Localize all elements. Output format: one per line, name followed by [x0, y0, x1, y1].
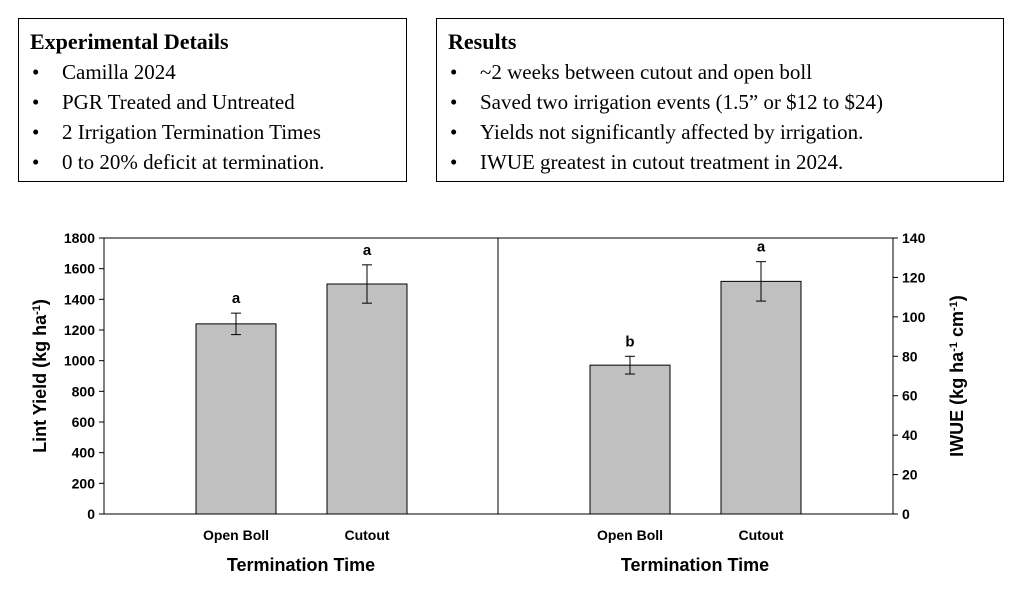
details-item-3: 2 Irrigation Termination Times: [62, 120, 321, 144]
bar: [195, 323, 277, 515]
y-tick-label: 800: [72, 383, 96, 399]
x-axis-title: Termination Time: [621, 555, 769, 575]
list-item: • Camilla 2024: [30, 57, 406, 87]
y-axis-title-text: ): [947, 295, 967, 301]
results-list: • ~2 weeks between cutout and open boll •…: [448, 57, 1003, 177]
bullet-icon: •: [450, 90, 458, 114]
y-axis-title-superscript: -1: [948, 301, 960, 311]
experimental-details-list: • Camilla 2024 • PGR Treated and Untreated…: [30, 57, 406, 177]
y-tick-label: 600: [72, 414, 96, 430]
bar: [326, 283, 408, 515]
bullet-icon: •: [32, 90, 40, 114]
significance-letter: a: [363, 242, 372, 259]
list-item: • Yields not significantly affected by ir…: [448, 117, 1003, 147]
y-tick-label: 20: [902, 467, 918, 483]
y-tick-label: 80: [902, 348, 918, 364]
x-axis-title: Termination Time: [227, 555, 375, 575]
y-tick-label: 200: [72, 475, 96, 491]
details-item-2: PGR Treated and Untreated: [62, 90, 295, 114]
results-title: Results: [448, 29, 517, 54]
y-tick-label: 400: [72, 445, 96, 461]
bullet-icon: •: [450, 120, 458, 144]
bullet-icon: •: [450, 150, 458, 174]
results-item-4: IWUE greatest in cutout treatment in 202…: [480, 150, 844, 174]
bullet-icon: •: [32, 150, 40, 174]
results-item-3: Yields not significantly affected by irr…: [480, 120, 864, 144]
y-axis-title-superscript: -1: [948, 342, 960, 352]
y-axis-title-superscript: -1: [31, 305, 43, 315]
x-tick-label: Open Boll: [203, 527, 269, 543]
significance-letter: b: [625, 333, 634, 350]
bullet-icon: •: [450, 60, 458, 84]
y-tick-label: 120: [902, 269, 926, 285]
y-axis-title-text: Lint Yield (kg ha: [30, 314, 50, 453]
y-tick-label: 1400: [64, 291, 95, 307]
experimental-details-title: Experimental Details: [30, 29, 229, 54]
list-item: • ~2 weeks between cutout and open boll: [448, 57, 1003, 87]
results-box: Results • ~2 weeks between cutout and ope…: [436, 18, 1004, 182]
details-item-4: 0 to 20% deficit at termination.: [62, 150, 325, 174]
x-tick-label: Cutout: [344, 527, 389, 543]
experimental-details-box: Experimental Details • Camilla 2024 • PGR …: [18, 18, 407, 182]
significance-letter: a: [757, 239, 766, 256]
y-axis-title: Lint Yield (kg ha-1): [30, 299, 50, 453]
x-tick-label: Open Boll: [597, 527, 663, 543]
results-item-1: ~2 weeks between cutout and open boll: [480, 60, 813, 84]
x-tick-label: Cutout: [738, 527, 783, 543]
list-item: • PGR Treated and Untreated: [30, 87, 406, 117]
y-tick-label: 1600: [64, 261, 95, 277]
y-tick-label: 40: [902, 427, 918, 443]
list-item: • 0 to 20% deficit at termination.: [30, 147, 406, 177]
bar: [720, 280, 802, 515]
list-item: • 2 Irrigation Termination Times: [30, 117, 406, 147]
y-tick-label: 0: [902, 506, 910, 522]
details-item-1: Camilla 2024: [62, 60, 176, 84]
y-tick-label: 100: [902, 309, 926, 325]
y-tick-label: 60: [902, 388, 918, 404]
bar: [589, 364, 671, 515]
y-tick-label: 0: [87, 506, 95, 522]
bullet-icon: •: [32, 120, 40, 144]
significance-letter: a: [232, 290, 241, 307]
y-axis-title: IWUE (kg ha-1 cm-1): [947, 295, 967, 457]
y-tick-label: 1200: [64, 322, 95, 338]
results-item-2: Saved two irrigation events (1.5” or $12…: [480, 90, 883, 114]
y-axis-title-text: ): [30, 299, 50, 305]
y-tick-label: 1000: [64, 353, 95, 369]
list-item: • IWUE greatest in cutout treatment in 20…: [448, 147, 1003, 177]
list-item: • Saved two irrigation events (1.5” or $1…: [448, 87, 1003, 117]
bullet-icon: •: [32, 60, 40, 84]
y-tick-label: 1800: [64, 230, 95, 246]
y-axis-title-text: cm: [947, 311, 967, 342]
y-axis-title-text: IWUE (kg ha: [947, 351, 967, 457]
y-tick-label: 140: [902, 230, 926, 246]
chart-panel-2: 0 20 40 60 80 100 120 140 b Open Boll a Cutout Termi…: [589, 230, 967, 575]
chart-panel-1: 0 200 400 600 800 1000 1200 1400 1600 1800 a Open B…: [30, 230, 408, 575]
